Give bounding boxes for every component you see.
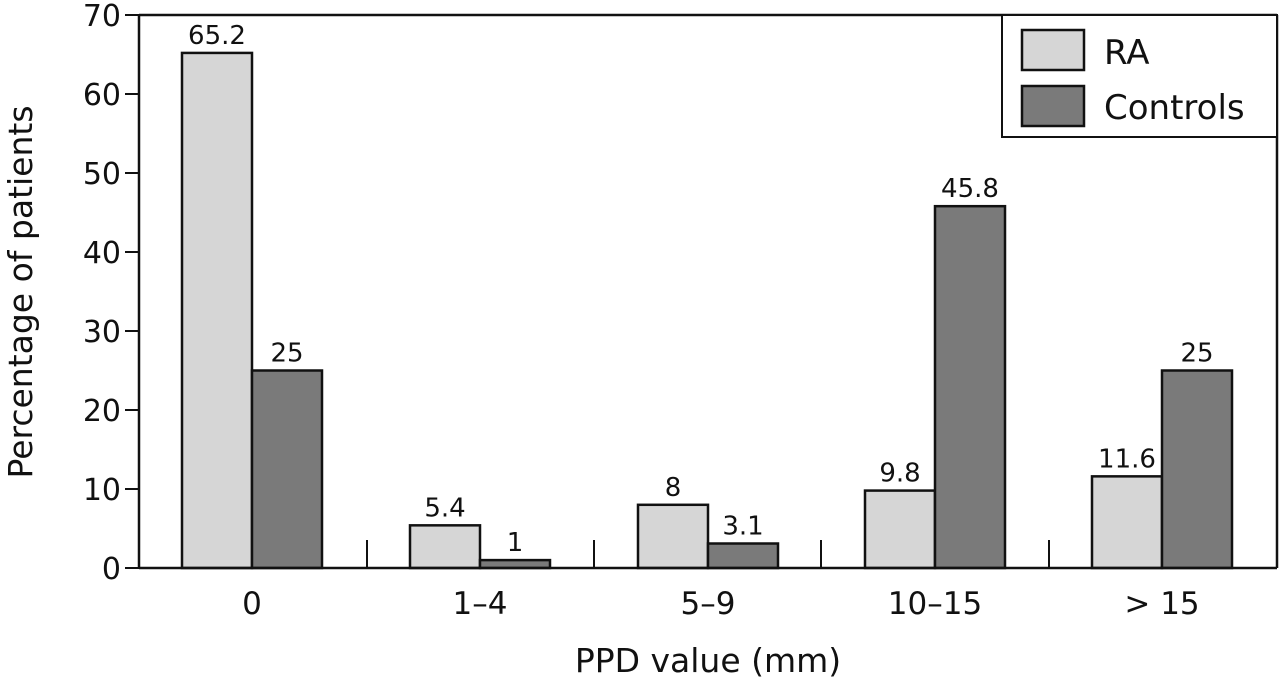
x-axis-title: PPD value (mm): [575, 641, 841, 680]
y-axis-title: Percentage of patients: [1, 105, 40, 478]
legend-swatch-ra: [1020, 28, 1086, 72]
y-tick-label: 50: [83, 157, 121, 192]
x-tick-label: 5–9: [681, 586, 736, 622]
y-tick-label: 0: [102, 552, 121, 587]
bar-ra: [180, 51, 254, 570]
data-label: 65.2: [188, 21, 246, 51]
bar-ra: [1090, 475, 1164, 570]
data-label: 3.1: [722, 512, 763, 542]
x-ticks: 0 1–4 5–9 10–15 > 15: [242, 540, 1200, 622]
bar-controls: [1160, 369, 1234, 570]
legend: RA Controls: [1001, 14, 1278, 138]
y-ticks: 0 10 20 30 40 50 60 70: [83, 0, 139, 587]
legend-label-controls: Controls: [1104, 88, 1245, 128]
data-labels: 65.2 5.4 8 9.8 11.6 25 1 3.1 45.8 25: [188, 21, 1213, 558]
data-label: 45.8: [941, 174, 999, 204]
bar-controls: [933, 204, 1007, 570]
x-tick-label: > 15: [1124, 586, 1199, 622]
y-tick-label: 10: [83, 473, 121, 508]
y-tick-label: 40: [83, 236, 121, 271]
data-label: 9.8: [879, 459, 920, 489]
x-tick-label: 10–15: [888, 586, 982, 622]
bars-layer: [180, 51, 1234, 570]
bar-ra: [408, 524, 482, 570]
y-tick-label: 70: [83, 0, 121, 34]
data-label: 5.4: [424, 493, 465, 523]
bar-controls: [250, 369, 324, 570]
bar-controls: [706, 542, 780, 570]
x-tick-label: 0: [242, 586, 262, 622]
x-tick-label: 1–4: [453, 586, 508, 622]
data-label: 8: [665, 473, 682, 503]
data-label: 25: [1180, 339, 1213, 369]
y-tick-label: 30: [83, 315, 121, 350]
legend-swatch-controls: [1020, 84, 1086, 128]
y-tick-label: 20: [83, 394, 121, 429]
legend-label-ra: RA: [1104, 33, 1150, 73]
data-label: 11.6: [1098, 444, 1156, 474]
bar-ra: [636, 503, 710, 570]
y-tick-label: 60: [83, 78, 121, 113]
data-label: 25: [270, 339, 303, 369]
bar-ra: [863, 489, 937, 570]
data-label: 1: [507, 528, 524, 558]
